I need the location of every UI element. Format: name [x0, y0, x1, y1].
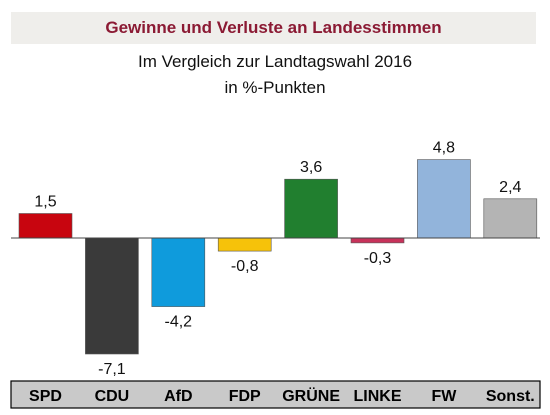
category-label: LINKE	[354, 388, 402, 405]
value-label: -0,3	[364, 250, 392, 267]
bar-sonst	[483, 198, 538, 239]
category-label: FW	[431, 388, 457, 405]
value-label: 1,5	[34, 194, 56, 211]
value-label: 2,4	[499, 179, 521, 196]
title-bar: Gewinne und Verluste an Landesstimmen	[11, 12, 536, 44]
category-label: Sonst.	[486, 388, 535, 405]
bar-fw	[417, 159, 471, 239]
value-label: -4,2	[165, 314, 193, 331]
category-label: AfD	[164, 388, 192, 405]
chart-title: Gewinne und Verluste an Landesstimmen	[105, 18, 442, 37]
category-label: GRÜNE	[282, 386, 340, 405]
value-label: -0,8	[231, 258, 259, 275]
bar-spd	[18, 213, 73, 239]
bar-cdu	[85, 237, 139, 355]
chart-subtitle-line1: Im Vergleich zur Landtagswahl 2016	[137, 52, 413, 71]
value-labels-group: 1,5 -7,1 -4,2 -0,8 3,6 -0,3 4,8 2,4	[34, 140, 521, 378]
category-label: SPD	[29, 388, 62, 405]
value-label: 4,8	[433, 140, 455, 157]
category-strip	[10, 380, 541, 409]
bar-grne	[284, 178, 338, 239]
value-label: 3,6	[300, 159, 322, 176]
bar-linke	[350, 237, 405, 244]
value-label: -7,1	[98, 361, 126, 378]
bar-fdp	[217, 237, 272, 252]
bars-group	[18, 159, 538, 355]
category-label: FDP	[229, 388, 261, 405]
category-labels-group: SPD CDU AfD FDP GRÜNE LINKE FW Sonst.	[29, 386, 535, 405]
chart-subtitle-line2: in %-Punkten	[224, 78, 326, 97]
bar-afd	[151, 237, 206, 307]
category-label: CDU	[95, 388, 130, 405]
